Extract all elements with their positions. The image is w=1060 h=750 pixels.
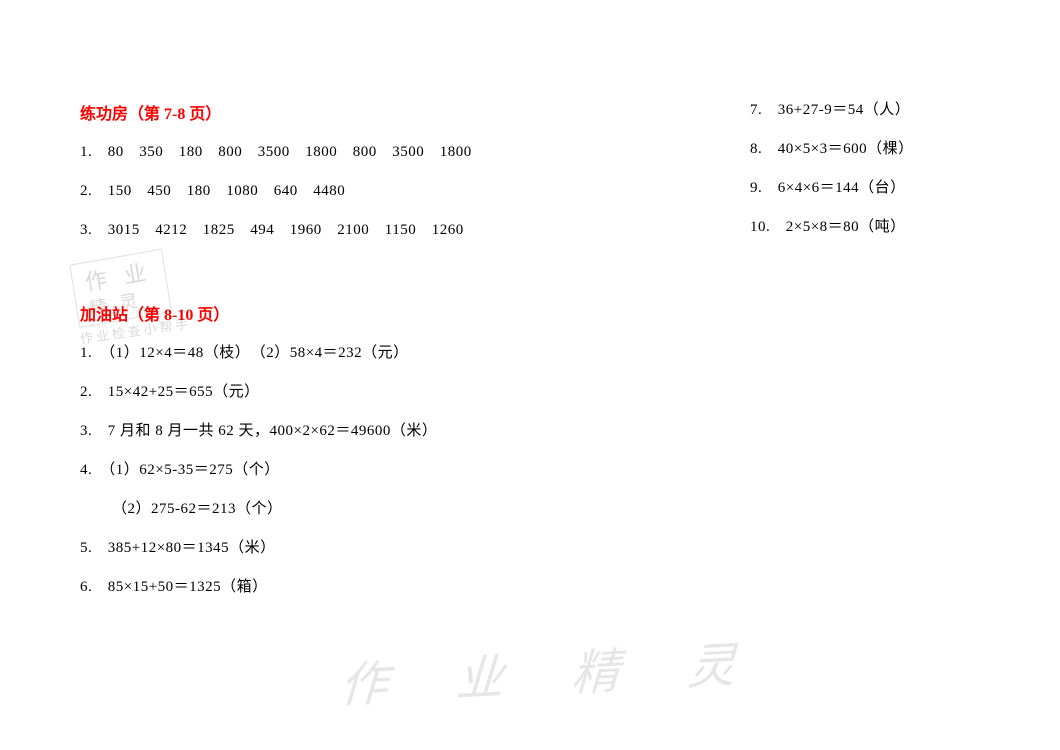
section-title: 练功房（第 7-8 页） (80, 100, 710, 124)
answer-line: 1. （1）12×4＝48（枝） （2）58×4＝232（元） (80, 343, 980, 364)
answer-line: 1. 80 350 180 800 3500 1800 800 3500 180… (80, 142, 710, 163)
right-column: 7. 36+27-9＝54（人） 8. 40×5×3＝600（棵） 9. 6×4… (750, 100, 980, 259)
answer-line: 4. （1）62×5-35＝275（个） (80, 460, 980, 481)
answer-line-sub: （2）275-62＝213（个） (80, 499, 980, 520)
top-columns: 练功房（第 7-8 页） 1. 80 350 180 800 3500 1800… (80, 100, 980, 259)
answer-line: 5. 385+12×80＝1345（米） (80, 538, 980, 559)
document-page: 练功房（第 7-8 页） 1. 80 350 180 800 3500 1800… (0, 0, 1060, 656)
answer-line: 7. 36+27-9＝54（人） (750, 100, 980, 121)
answer-line: 2. 150 450 180 1080 640 4480 (80, 181, 710, 202)
answer-line: 2. 15×42+25＝655（元） (80, 382, 980, 403)
section-title: 加油站（第 8-10 页） (80, 301, 980, 325)
answer-line: 3. 7 月和 8 月一共 62 天，400×2×62＝49600（米） (80, 421, 980, 442)
left-column: 练功房（第 7-8 页） 1. 80 350 180 800 3500 1800… (80, 100, 710, 259)
answer-line: 10. 2×5×8＝80（吨） (750, 217, 980, 238)
section-2: 加油站（第 8-10 页） 1. （1）12×4＝48（枝） （2）58×4＝2… (80, 301, 980, 598)
answer-line: 6. 85×15+50＝1325（箱） (80, 577, 980, 598)
answer-line: 9. 6×4×6＝144（台） (750, 178, 980, 199)
answer-line: 3. 3015 4212 1825 494 1960 2100 1150 126… (80, 220, 710, 241)
answer-line: 8. 40×5×3＝600（棵） (750, 139, 980, 160)
